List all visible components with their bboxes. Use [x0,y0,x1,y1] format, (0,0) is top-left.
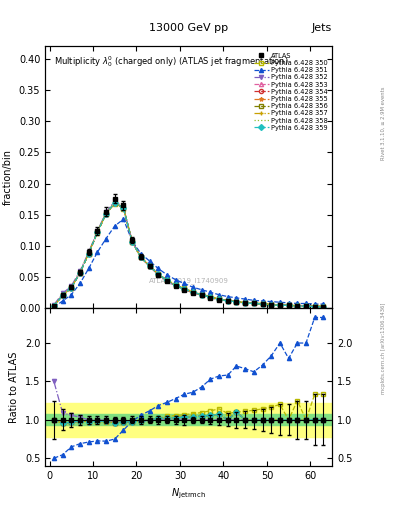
Y-axis label: fraction/bin: fraction/bin [3,150,13,205]
Text: ATLAS_2019_I1740909: ATLAS_2019_I1740909 [149,277,229,284]
Y-axis label: Ratio to ATLAS: Ratio to ATLAS [9,352,19,423]
Text: Jets: Jets [312,23,332,33]
Legend: ATLAS, Pythia 6.428 350, Pythia 6.428 351, Pythia 6.428 352, Pythia 6.428 353, P: ATLAS, Pythia 6.428 350, Pythia 6.428 35… [253,52,329,132]
Text: Multiplicity $\lambda_0^0$ (charged only) (ATLAS jet fragmentation): Multiplicity $\lambda_0^0$ (charged only… [54,54,288,69]
Text: Rivet 3.1.10, ≥ 2.9M events: Rivet 3.1.10, ≥ 2.9M events [381,86,386,160]
Text: 13000 GeV pp: 13000 GeV pp [149,23,228,33]
Text: mcplots.cern.ch [arXiv:1306.3436]: mcplots.cern.ch [arXiv:1306.3436] [381,303,386,394]
X-axis label: $N_\mathrm{jetrm{ch}}$: $N_\mathrm{jetrm{ch}}$ [171,486,206,501]
